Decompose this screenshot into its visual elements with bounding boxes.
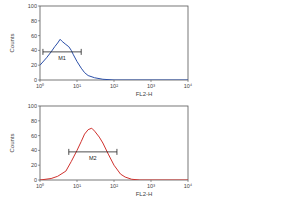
y-axis-label: Counts: [9, 133, 15, 152]
panel: 02040608010010⁰10¹10²10³10⁴FL2-HCountsM1: [9, 3, 193, 97]
y-tick-label: 20: [31, 62, 37, 68]
gate-end: [68, 149, 69, 155]
figure: 02040608010010⁰10¹10²10³10⁴FL2-HCountsM1…: [0, 0, 300, 200]
x-tick: [114, 80, 115, 82]
y-tick-label: 60: [31, 133, 37, 139]
x-tick-label: 10⁰: [36, 183, 44, 189]
gate-bar: [43, 51, 81, 52]
x-tick-label: 10¹: [73, 183, 81, 189]
gate-end: [81, 49, 82, 55]
panel: 02040608010010⁰10¹10²10³10⁴FL2-HCountsM2: [9, 103, 193, 197]
gate-label: M2: [89, 155, 97, 161]
histogram-line: [40, 128, 188, 180]
y-tick: [38, 35, 40, 36]
gate-bar: [69, 151, 117, 152]
data-group: [40, 128, 188, 180]
gate-label: M1: [58, 55, 66, 61]
y-tick: [38, 6, 40, 7]
y-tick-label: 100: [28, 103, 37, 109]
x-tick: [40, 180, 41, 182]
x-tick: [40, 80, 41, 82]
x-tick-label: 10¹: [73, 83, 81, 89]
y-tick-label: 40: [31, 147, 37, 153]
histogram-line: [40, 39, 188, 80]
y-axis-label: Counts: [9, 33, 15, 52]
plot-frame: [40, 6, 188, 80]
data-group: [40, 39, 188, 80]
y-tick-label: 40: [31, 47, 37, 53]
y-tick: [38, 65, 40, 66]
y-tick-label: 20: [31, 162, 37, 168]
y-tick-label: 80: [31, 118, 37, 124]
x-tick-label: 10⁴: [184, 83, 193, 89]
x-tick: [77, 180, 78, 182]
y-tick: [38, 135, 40, 136]
x-axis-label: FL2-H: [136, 191, 153, 197]
y-tick: [38, 165, 40, 166]
x-tick-label: 10⁴: [184, 183, 193, 189]
y-tick: [38, 20, 40, 21]
gate-end: [42, 49, 43, 55]
y-tick: [38, 106, 40, 107]
x-tick-label: 10²: [110, 83, 118, 89]
x-tick-label: 10³: [147, 83, 155, 89]
y-tick-label: 80: [31, 18, 37, 24]
y-tick-label: 100: [28, 3, 37, 9]
x-tick: [188, 180, 189, 182]
y-tick: [38, 150, 40, 151]
x-tick: [151, 80, 152, 82]
x-tick-label: 10²: [110, 183, 118, 189]
x-axis-label: FL2-H: [136, 91, 153, 97]
x-tick-label: 10⁰: [36, 83, 44, 89]
x-tick: [114, 180, 115, 182]
y-tick: [38, 120, 40, 121]
x-tick-label: 10³: [147, 183, 155, 189]
plot-frame: [40, 106, 188, 180]
x-tick: [77, 80, 78, 82]
y-tick: [38, 50, 40, 51]
gate-end: [116, 149, 117, 155]
x-tick: [188, 80, 189, 82]
x-tick: [151, 180, 152, 182]
y-tick-label: 60: [31, 33, 37, 39]
